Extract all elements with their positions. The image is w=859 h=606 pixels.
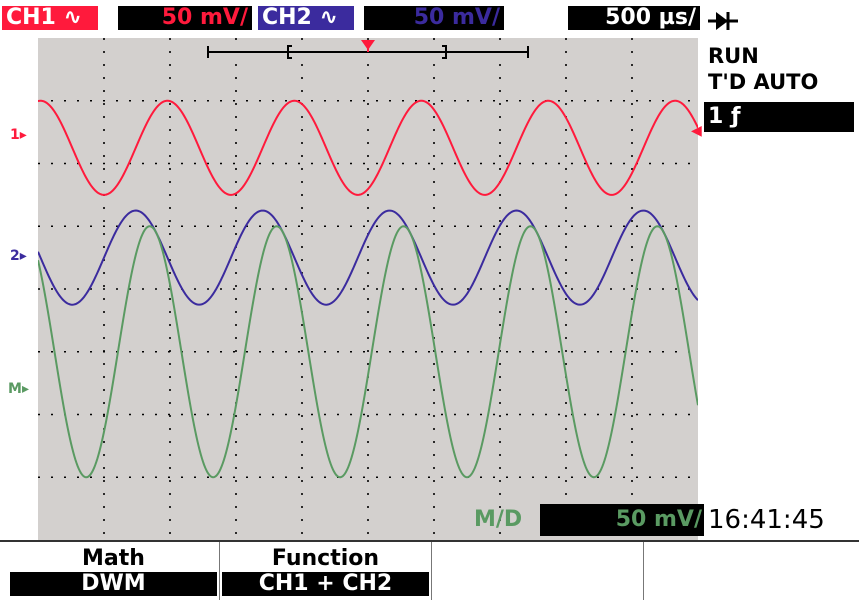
clock: 16:41:45	[708, 505, 825, 535]
waveform-plot	[37, 38, 699, 540]
softkey-3[interactable]	[432, 542, 644, 600]
math-scale-label: M/D	[474, 507, 523, 532]
math-scale-value: 50 mV/	[615, 507, 702, 532]
ch1-label[interactable]: CH1 ∿	[2, 6, 98, 30]
time-window-indicator	[207, 40, 529, 59]
ch1-scale[interactable]: 50 mV/	[118, 6, 252, 30]
ch1-marker[interactable]: 1▸	[10, 128, 27, 142]
softkey-function-value: CH1 + CH2	[222, 572, 429, 596]
timebase[interactable]: 500 µs/	[568, 6, 700, 30]
run-status: RUN	[708, 44, 759, 68]
softkey-math-title: Math	[82, 546, 145, 571]
ch1-marker-label: 1	[10, 127, 20, 143]
ch1-trigger-level-icon: ◀	[691, 123, 702, 139]
ch1-arrow-icon: ▸	[19, 127, 27, 143]
ch2-scale[interactable]: 50 mV/	[364, 6, 504, 30]
waveform-ch1	[37, 99, 699, 196]
acquire-icon	[706, 8, 740, 38]
softkey-function[interactable]: Function CH1 + CH2	[220, 542, 432, 600]
trigger-source[interactable]: 1 ƒ	[704, 102, 854, 132]
math-marker-label: M	[8, 381, 22, 397]
waveform-m	[37, 225, 699, 479]
trigger-source-text: 1 ƒ	[708, 104, 741, 129]
ch2-marker[interactable]: 2▸	[10, 249, 27, 263]
waveform-display[interactable]	[37, 38, 699, 540]
waveform-ch2	[37, 209, 699, 306]
softkey-math[interactable]: Math DWM	[8, 542, 220, 600]
softkey-divider	[0, 540, 859, 542]
ch2-marker-label: 2	[10, 248, 20, 264]
trigger-mode: T'D AUTO	[708, 70, 819, 94]
softkey-math-value: DWM	[10, 572, 217, 596]
math-marker[interactable]: M▸	[8, 382, 29, 396]
softkey-4[interactable]	[644, 542, 854, 600]
ch2-label[interactable]: CH2 ∿	[258, 6, 354, 30]
softkey-function-title: Function	[271, 546, 380, 571]
math-arrow-icon: ▸	[21, 381, 29, 397]
math-scale[interactable]: 50 mV/	[540, 504, 704, 536]
ch2-arrow-icon: ▸	[19, 248, 27, 264]
